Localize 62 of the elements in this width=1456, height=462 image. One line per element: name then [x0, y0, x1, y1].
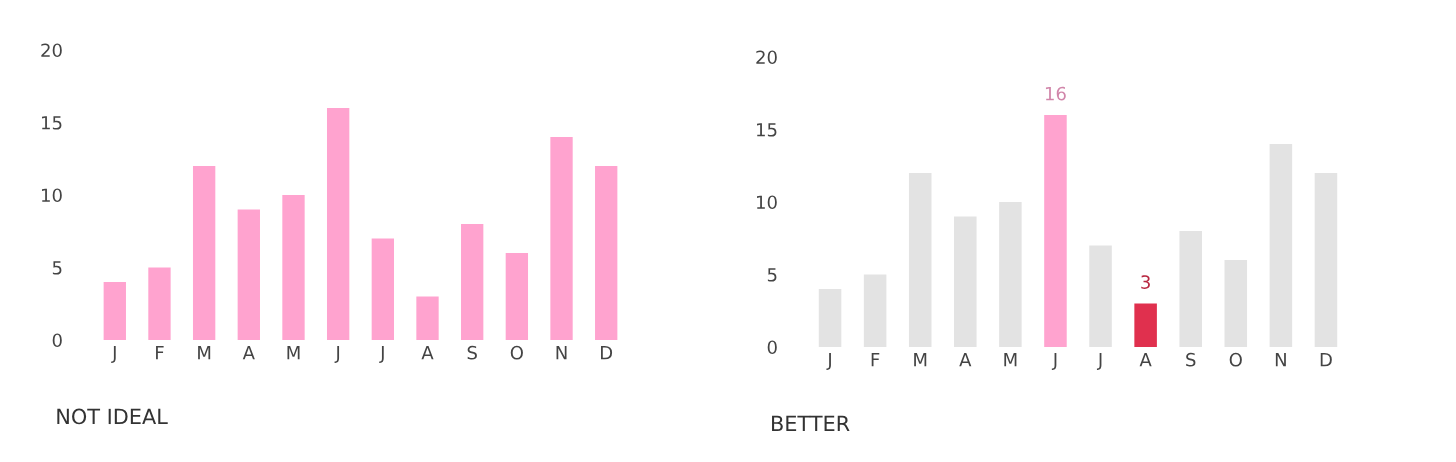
- bar: [863, 274, 887, 347]
- y-tick-label: 0: [767, 340, 777, 355]
- bar: [1269, 144, 1293, 347]
- x-tick-label: N: [556, 346, 567, 360]
- y-tick-label: 20: [41, 43, 62, 58]
- data-label: 16: [1045, 86, 1066, 101]
- y-tick-label: 15: [757, 123, 777, 137]
- text: NOT IDEAL: [57, 408, 168, 425]
- text: BETTER: [772, 415, 850, 432]
- x-tick-label: M: [914, 353, 927, 367]
- bar: [327, 108, 350, 340]
- y-tick-label: 5: [52, 261, 62, 275]
- bar: [1179, 231, 1202, 347]
- x-tick-label: N: [1275, 353, 1286, 367]
- x-tick-label: M: [287, 346, 300, 360]
- x-tick-label: M: [198, 346, 211, 360]
- x-tick-label: A: [421, 346, 434, 360]
- bar: [550, 137, 573, 340]
- x-tick-label: F: [156, 346, 164, 360]
- bar: [237, 209, 260, 340]
- x-tick-label: O: [510, 345, 523, 360]
- x-tick-label: S: [467, 345, 477, 360]
- bar: [954, 216, 977, 347]
- x-tick-label: J: [1051, 353, 1057, 370]
- x-tick-label: J: [334, 346, 340, 363]
- bar: [1134, 303, 1157, 347]
- bar: [416, 296, 439, 340]
- y-tick-label: 0: [52, 333, 62, 348]
- bar: [505, 253, 529, 340]
- bar: [1089, 245, 1112, 347]
- y-tick-label: 10: [42, 188, 62, 203]
- x-tick-label: J: [1096, 353, 1102, 370]
- bar: [595, 166, 618, 340]
- x-tick-label: J: [826, 353, 831, 370]
- bar: [1044, 115, 1067, 347]
- bar: [282, 195, 305, 340]
- bar: [999, 202, 1022, 347]
- bar: [192, 166, 216, 340]
- x-tick-label: J: [111, 346, 116, 363]
- x-tick-label: M: [1004, 353, 1017, 367]
- x-tick-label: A: [959, 353, 972, 367]
- y-tick-label: 15: [42, 116, 62, 130]
- x-tick-label: J: [379, 346, 384, 363]
- bar: [818, 289, 842, 347]
- bar: [908, 173, 932, 347]
- y-tick-label: 10: [757, 195, 777, 210]
- x-tick-label: F: [871, 353, 880, 367]
- y-tick-label: 20: [756, 50, 777, 65]
- x-tick-label: A: [242, 346, 255, 360]
- bar: [461, 224, 484, 340]
- y-tick-label: 5: [767, 268, 777, 282]
- bar: [1314, 173, 1338, 347]
- x-tick-label: A: [1139, 353, 1152, 367]
- x-tick-label: D: [1320, 353, 1332, 367]
- bar: [103, 282, 126, 340]
- bar: [1224, 260, 1248, 347]
- x-tick-label: D: [601, 346, 613, 360]
- bar: [148, 267, 171, 340]
- data-label: 3: [1141, 275, 1150, 289]
- x-tick-label: S: [1186, 352, 1196, 367]
- bar: [371, 238, 394, 340]
- x-tick-label: O: [1229, 352, 1242, 367]
